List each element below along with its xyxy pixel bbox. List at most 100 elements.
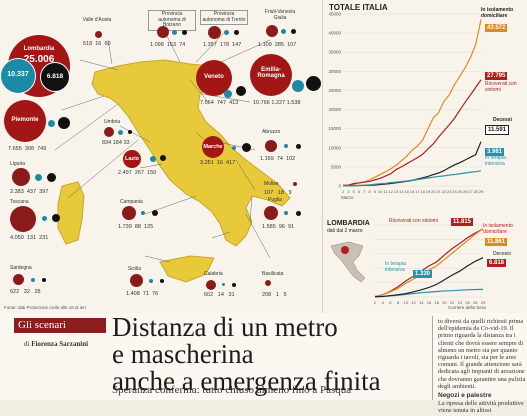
region-label-marche: Marche bbox=[203, 144, 223, 150]
author-name: Fiorenza Sarzanini bbox=[31, 340, 89, 348]
x-tick-label: 10 bbox=[404, 300, 409, 305]
value-b: 308 bbox=[24, 146, 35, 152]
region-bubble-umbria bbox=[104, 127, 114, 137]
sicily-outline bbox=[159, 255, 215, 283]
value-c: 150 bbox=[147, 170, 157, 176]
value-a: 10.766 bbox=[253, 100, 270, 106]
article-deck: Speranza conferma: tutto chiuso almeno f… bbox=[112, 384, 352, 396]
region-bubble-bolzano-2 bbox=[172, 30, 177, 35]
value-b: 178 bbox=[219, 42, 230, 48]
value-b: 14 bbox=[217, 292, 224, 298]
x-tick-label: 29 bbox=[481, 300, 486, 305]
region-bubble-sicilia-3 bbox=[160, 279, 164, 283]
value-c: 31 bbox=[228, 292, 235, 298]
italy-value-isolamento: 43.572 bbox=[485, 24, 508, 32]
x-tick-label: 18 bbox=[434, 300, 439, 305]
x-tick-label: 26 bbox=[465, 300, 470, 305]
region-values-emilia: 10.766 1.227 1.538 bbox=[253, 100, 300, 106]
lombardia-label-isolamento: In isolamento domiciliare bbox=[483, 223, 513, 235]
x-tick-label: 16 bbox=[410, 189, 415, 194]
lombardia-value-terapia: 1.330 bbox=[413, 270, 433, 278]
value-c: 107 bbox=[287, 42, 297, 48]
lombardia-chart-subtitle: dati dal 2 marzo bbox=[327, 228, 363, 234]
lombardia-value-decessi: 6.818 bbox=[487, 259, 507, 267]
region-bubble-piemonte bbox=[4, 100, 46, 142]
value-c: 397 bbox=[39, 189, 49, 195]
x-tick-label: 13 bbox=[394, 189, 399, 194]
region-label-toscana: Toscana bbox=[10, 199, 29, 205]
y-tick-label: 30000 bbox=[328, 69, 341, 74]
region-bubble-puglia bbox=[264, 206, 278, 220]
article-paragraph-2: La ripresa delle attività produttive vie… bbox=[438, 400, 524, 415]
article-column: to diversi da quelli richiesti prima del… bbox=[438, 318, 526, 416]
region-bubble-valle-aosta bbox=[95, 31, 102, 38]
lombardia-deaths-bubble bbox=[40, 62, 70, 92]
region-label-molise: Molise bbox=[264, 181, 279, 187]
region-bubble-marche bbox=[202, 136, 224, 158]
x-tick-label: 26 bbox=[463, 189, 468, 194]
column-divider bbox=[432, 316, 433, 400]
region-values-umbria: 834 184 33 bbox=[102, 140, 130, 146]
region-label-abruzzo: Abruzzo bbox=[262, 129, 281, 135]
y-tick-label: 35000 bbox=[328, 50, 341, 55]
region-bubble-marche-2 bbox=[232, 146, 236, 150]
region-values-veneto: 7.564 747 413 bbox=[200, 100, 238, 106]
italy-label-isolamento: In isolamento domiciliare bbox=[481, 7, 514, 19]
value-b: 18 bbox=[277, 190, 284, 196]
region-bubble-liguria bbox=[12, 168, 30, 186]
region-label-emilia: Emilia-Romagna bbox=[257, 67, 285, 79]
value-b: 437 bbox=[26, 189, 37, 195]
headline-line-3: anche a emergenza finita bbox=[112, 366, 381, 396]
value-a: 1.098 bbox=[150, 42, 164, 48]
value-c: 413 bbox=[229, 100, 239, 106]
region-bubble-campania bbox=[122, 206, 136, 220]
lombardia-home-bubble bbox=[0, 58, 36, 94]
region-bubble-toscana-2 bbox=[42, 216, 47, 221]
region-label-basilicata: Basilicata bbox=[262, 271, 284, 277]
x-tick-label: 25 bbox=[458, 189, 463, 194]
x-tick-label: 27 bbox=[468, 189, 473, 194]
x-tick-label: 14 bbox=[399, 189, 404, 194]
value-b: 184 bbox=[112, 140, 122, 146]
region-bubble-veneto-2 bbox=[224, 90, 232, 98]
x-tick-label: 22 bbox=[450, 300, 455, 305]
x-tick-label: 12 bbox=[411, 300, 416, 305]
region-bubble-campania-3 bbox=[152, 210, 158, 216]
value-c: 749 bbox=[37, 146, 47, 152]
value-b: 1 bbox=[275, 292, 279, 298]
article-paragraph: to diversi da quelli richiesti prima del… bbox=[438, 318, 526, 390]
region-values-lazio: 2.497 267 150 bbox=[118, 170, 156, 176]
x-tick-label: 15 bbox=[404, 189, 409, 194]
lombardia-line-chart: 2 4 6 8 10 12 14 16 18 20 22 24 26 28 29 bbox=[374, 224, 486, 305]
byline: di Fiorenza Sarzanini bbox=[24, 340, 88, 348]
x-tick-label: 18 bbox=[420, 189, 425, 194]
value-b: 267 bbox=[134, 170, 145, 176]
x-tick-label: 8 bbox=[397, 300, 400, 305]
value-c: 102 bbox=[286, 156, 296, 162]
headline-line-2: e mascherina bbox=[112, 339, 254, 369]
region-bubble-puglia-2 bbox=[284, 211, 288, 215]
region-bubble-trento bbox=[208, 26, 221, 39]
value-a: 622 bbox=[10, 289, 20, 295]
region-values-marche: 3.251 16 417 bbox=[200, 160, 235, 166]
italy-map-svg bbox=[54, 31, 291, 283]
x-tick-label: 6 bbox=[358, 189, 361, 194]
region-bubble-liguria-3 bbox=[47, 173, 56, 182]
region-bubble-umbria-2 bbox=[118, 130, 123, 135]
x-tick-label: 24 bbox=[458, 300, 463, 305]
y-tick-label: 15000 bbox=[328, 126, 341, 131]
region-label-umbria: Umbria bbox=[104, 119, 121, 125]
region-bubble-friuli-2 bbox=[281, 29, 286, 34]
series-line-3 bbox=[342, 170, 482, 187]
region-bubble-calabria bbox=[206, 280, 216, 290]
lombardia-value-isolamento: 11.861 bbox=[485, 238, 508, 246]
value-b: 153 bbox=[166, 42, 177, 48]
value-a: 1.739 bbox=[118, 224, 132, 230]
map-source-note: Fonte: dati Protezione civile alle 18 di… bbox=[4, 305, 86, 310]
region-bubble-lazio bbox=[123, 150, 141, 168]
region-label-calabria: Calabria bbox=[204, 271, 223, 277]
value-a: 1.408 bbox=[126, 291, 140, 297]
region-bubble-calabria-3 bbox=[232, 283, 236, 287]
italy-label-ricoverati: Ricoverati con sintomi bbox=[485, 81, 517, 93]
region-label-piemonte: Piemonte bbox=[11, 117, 39, 123]
